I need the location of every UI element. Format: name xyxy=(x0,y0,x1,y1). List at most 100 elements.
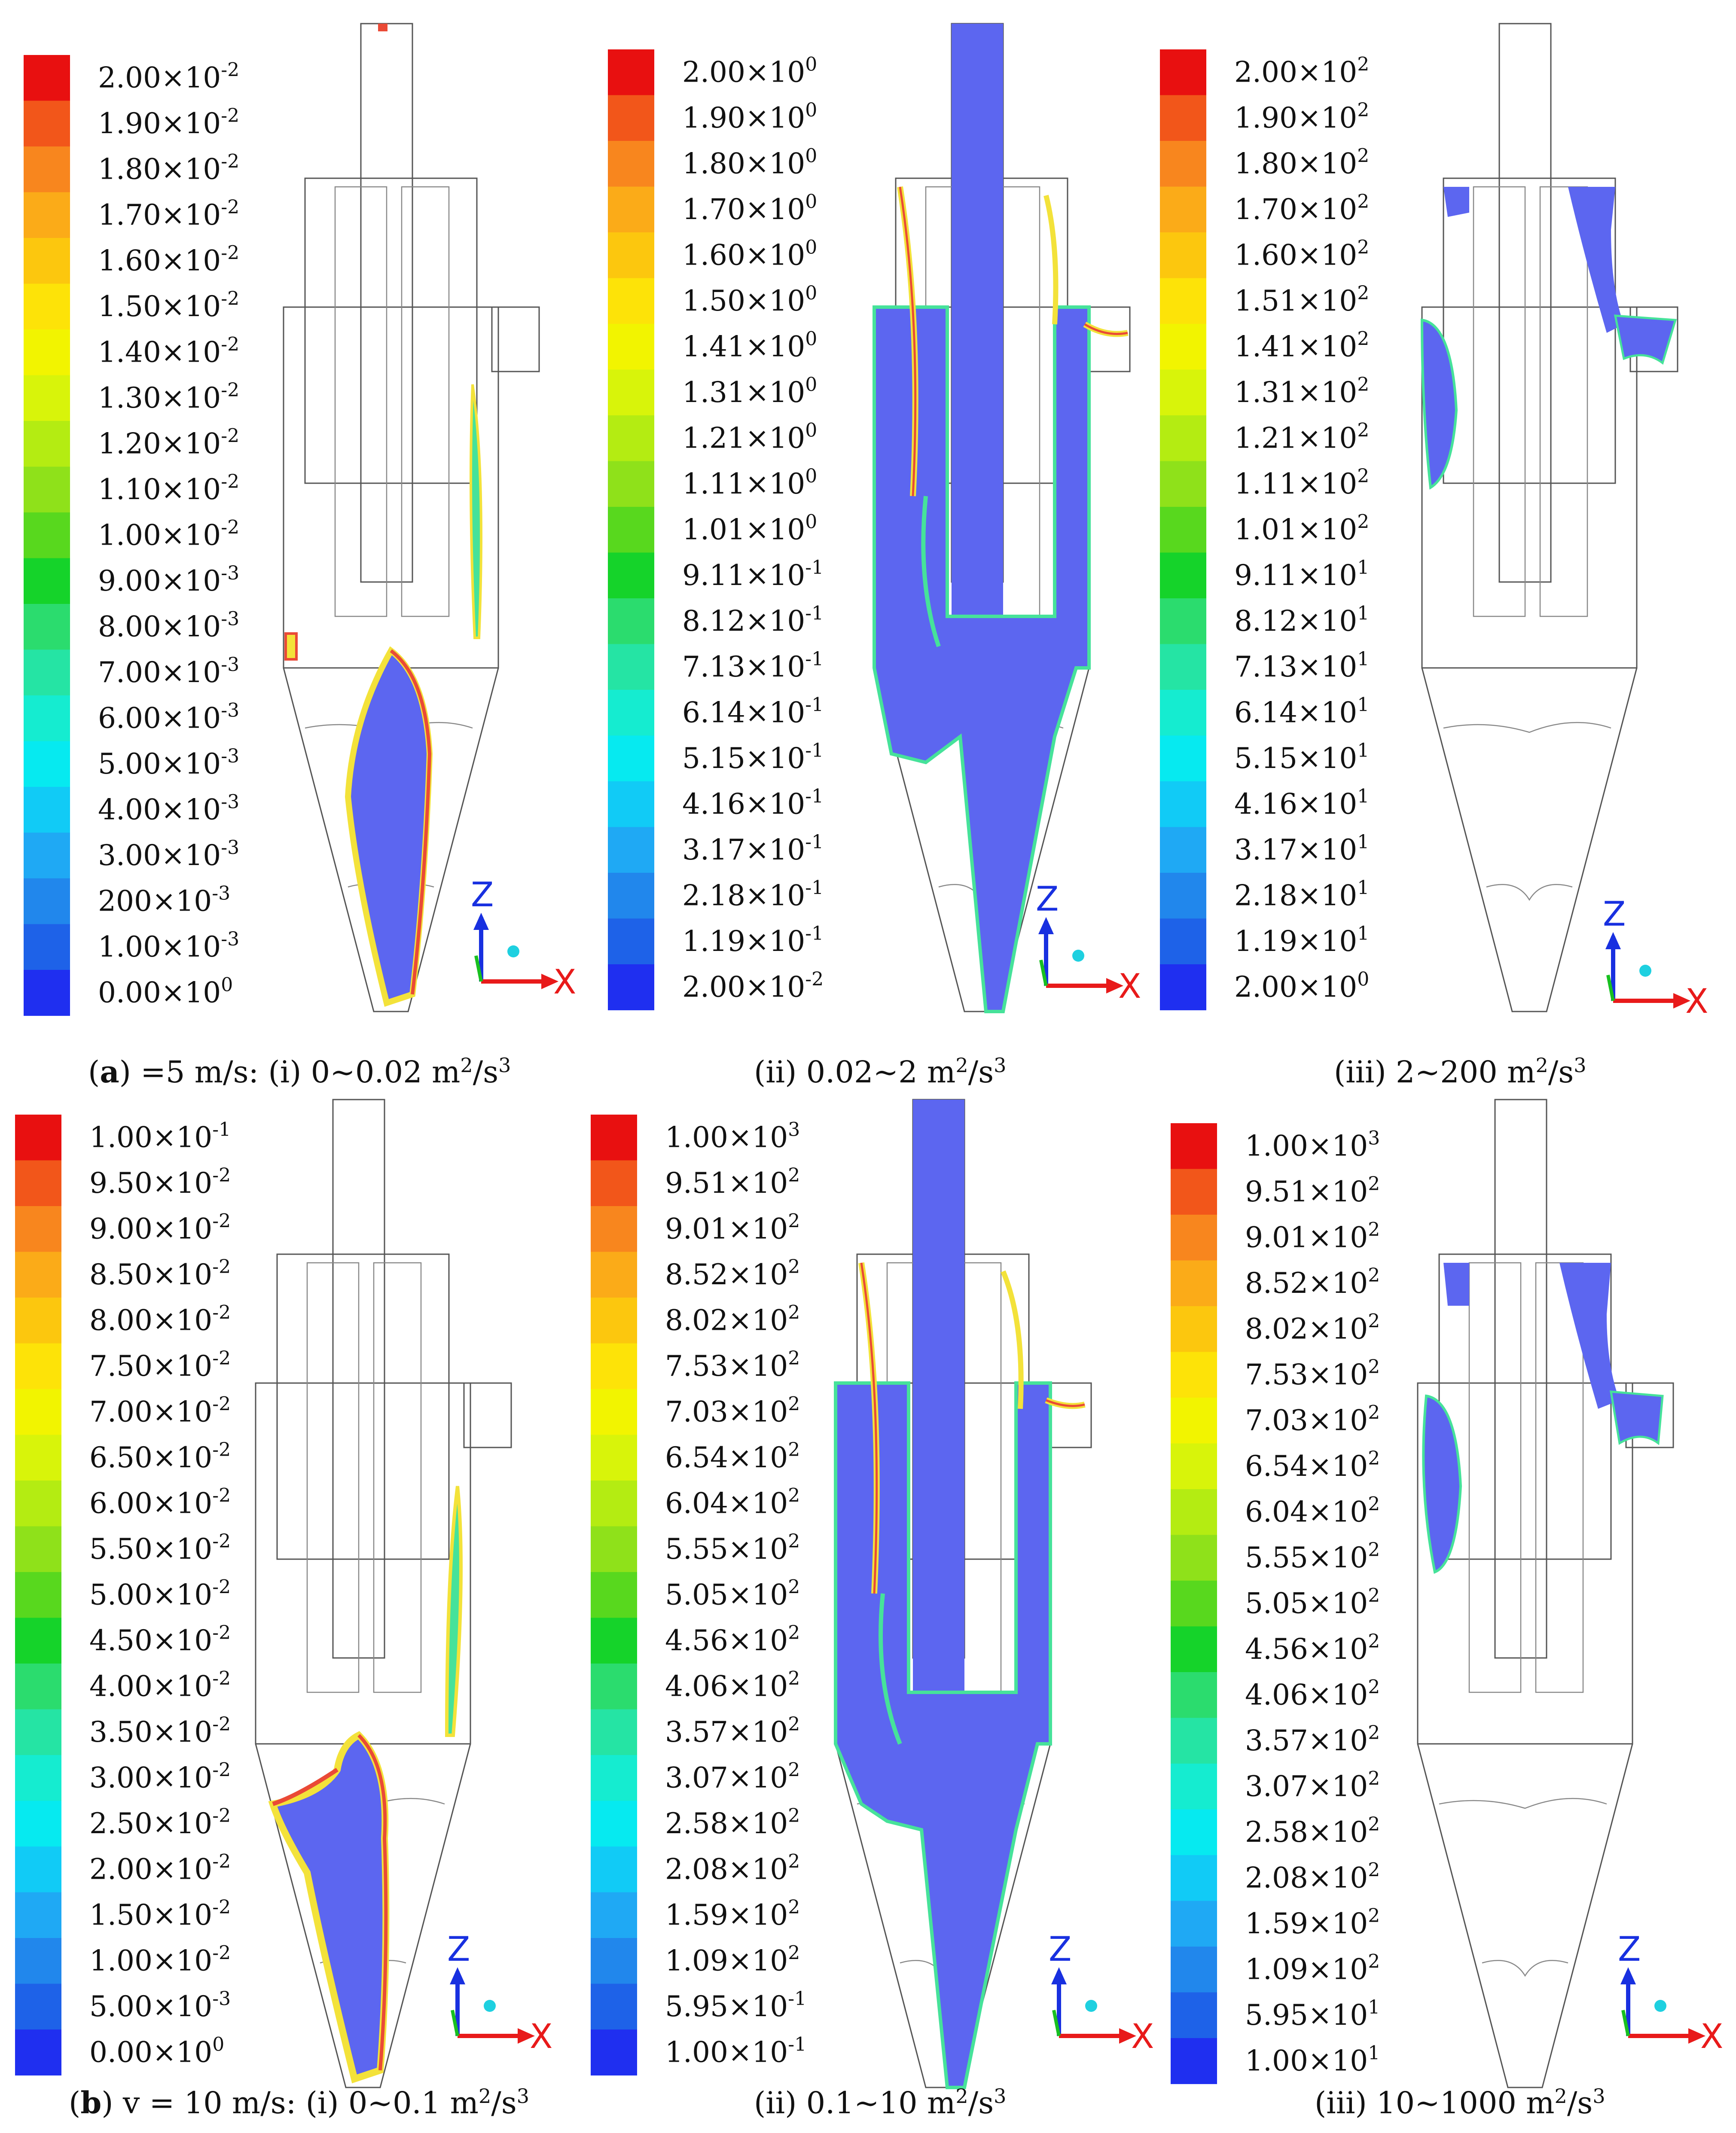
z-label: Z xyxy=(447,1930,470,1969)
legend-label: 1.00×103 xyxy=(665,1118,800,1154)
legend-swatch xyxy=(15,1938,61,1984)
legend-swatch xyxy=(15,1206,61,1252)
x-arrow xyxy=(518,2028,535,2044)
legend-swatch xyxy=(24,466,70,513)
legend-label: 5.00×10-2 xyxy=(89,1576,231,1611)
legend-label: 2.18×10-1 xyxy=(682,877,824,912)
legend-swatch xyxy=(608,369,654,416)
legend-swatch xyxy=(1171,1215,1217,1261)
legend-swatch xyxy=(24,146,70,193)
contour-annulus xyxy=(834,1381,1052,2089)
legend-label: 1.90×102 xyxy=(1234,99,1369,134)
legend-swatch xyxy=(591,1481,637,1527)
legend-swatch xyxy=(608,324,654,370)
legend-label: 1.30×10-2 xyxy=(98,379,239,414)
legend-label: 1.70×10-2 xyxy=(98,196,239,232)
legend-swatch xyxy=(1160,827,1206,873)
legend-label: 9.50×10-2 xyxy=(89,1164,231,1200)
legend-label: 6.54×102 xyxy=(1245,1447,1380,1483)
cyclone-a-ii xyxy=(873,23,1131,1013)
legend-label: 2.00×100 xyxy=(1234,968,1369,1003)
legend-swatch xyxy=(608,141,654,187)
legend-label: 1.00×101 xyxy=(1245,2042,1380,2077)
legend-swatch xyxy=(1160,964,1206,1011)
legend-swatch xyxy=(591,1160,637,1207)
legend-label: 4.56×102 xyxy=(665,1622,800,1657)
legend-swatch xyxy=(15,1435,61,1481)
legend-label: 3.57×102 xyxy=(1245,1722,1380,1757)
legend-swatch xyxy=(1171,1992,1217,2039)
z-label: Z xyxy=(1618,1930,1641,1969)
legend-swatch xyxy=(15,1115,61,1161)
caption-a-iii: (iii) 2~200 m2/s3 xyxy=(1334,1054,1587,1090)
axis-triad-a-i: ZX xyxy=(471,876,576,1002)
axis-triad-a-iii: ZX xyxy=(1603,895,1708,1021)
legend-swatch xyxy=(24,283,70,330)
legend-label: 5.00×10-3 xyxy=(89,1988,231,2023)
legend-swatch xyxy=(1171,1626,1217,1673)
panel-a-iii: 2.00×102 1.90×102 1.80×102 1.70×102 1.60×102… xyxy=(1160,23,1678,1012)
caption-b-i: (b) v = 10 m/s: (i) 0~0.1 m2/s3 xyxy=(69,2084,529,2121)
legend-label: 1.59×102 xyxy=(1245,1905,1380,1940)
legend-swatch xyxy=(24,924,70,970)
legend-label: 9.00×10-2 xyxy=(89,1210,231,1245)
legend-label: 9.11×10-1 xyxy=(682,557,824,592)
legend-swatch xyxy=(24,649,70,696)
legend-swatch xyxy=(24,329,70,376)
legend-label: 9.01×102 xyxy=(665,1210,800,1245)
legend-label: 1.50×10-2 xyxy=(89,1896,231,1932)
legend-swatch xyxy=(15,1389,61,1435)
legend-swatch xyxy=(15,1252,61,1298)
legend-swatch xyxy=(591,1343,637,1389)
legend-swatch xyxy=(24,375,70,421)
legend-label: 1.09×102 xyxy=(1245,1950,1380,1986)
legend-label: 2.00×10-2 xyxy=(89,1850,231,1886)
legend-label: 1.09×102 xyxy=(665,1942,800,1977)
legend-label: 3.07×102 xyxy=(1245,1767,1380,1803)
legend-label: 9.51×102 xyxy=(1245,1173,1380,1208)
legend-swatch xyxy=(591,1664,637,1710)
legend-swatch xyxy=(608,278,654,324)
legend-label: 2.18×101 xyxy=(1234,877,1369,912)
legend-label: 1.00×10-3 xyxy=(98,928,239,963)
legend-swatch xyxy=(591,1389,637,1435)
legend-swatch xyxy=(15,1984,61,2030)
legend-label: 8.02×102 xyxy=(665,1301,800,1337)
legend-swatch xyxy=(1171,1352,1217,1398)
legend-label: 4.06×102 xyxy=(665,1667,800,1703)
legend-swatch xyxy=(1160,49,1206,96)
legend-swatch xyxy=(608,49,654,96)
y-dot xyxy=(1639,965,1651,977)
legend-swatch xyxy=(608,964,654,1011)
y-axis xyxy=(1039,960,1048,986)
y-axis xyxy=(1606,975,1615,1001)
contour-vortex-finder xyxy=(913,1100,964,1692)
legend-swatch xyxy=(591,1984,637,2030)
legend-label: 7.50×10-2 xyxy=(89,1347,231,1383)
legend-b-iii: 1.00×103 9.51×102 9.01×102 8.52×102 8.02×102… xyxy=(1171,1123,1380,2084)
legend-label: 5.95×10-1 xyxy=(665,1988,806,2023)
legend-label: 4.50×10-2 xyxy=(89,1622,231,1657)
legend-label: 7.53×102 xyxy=(665,1347,800,1383)
x-label: X xyxy=(530,2017,552,2056)
legend-swatch xyxy=(1171,1855,1217,1901)
legend-label: 4.00×10-3 xyxy=(98,791,239,826)
axis-triad-b-iii: ZX xyxy=(1618,1930,1723,2056)
legend-label: 1.50×100 xyxy=(682,282,817,317)
legend-swatch xyxy=(15,1298,61,1344)
legend-swatch xyxy=(15,1526,61,1572)
legend-swatch xyxy=(1160,141,1206,187)
legend-a-i: 2.00×10-2 1.90×10-2 1.80×10-2 1.70×10-2 1.60… xyxy=(24,55,239,1016)
legend-label: 5.05×102 xyxy=(1245,1585,1380,1620)
legend-label: 1.80×102 xyxy=(1234,145,1369,180)
cyclone-a-i xyxy=(283,23,540,1012)
legend-swatch xyxy=(591,1709,637,1755)
legend-swatch xyxy=(591,1115,637,1161)
legend-swatch xyxy=(608,644,654,690)
legend-label: 1.60×100 xyxy=(682,236,817,271)
legend-swatch xyxy=(15,1160,61,1207)
z-label: Z xyxy=(471,876,494,914)
legend-swatch xyxy=(24,741,70,787)
x-label: X xyxy=(1131,2017,1154,2056)
